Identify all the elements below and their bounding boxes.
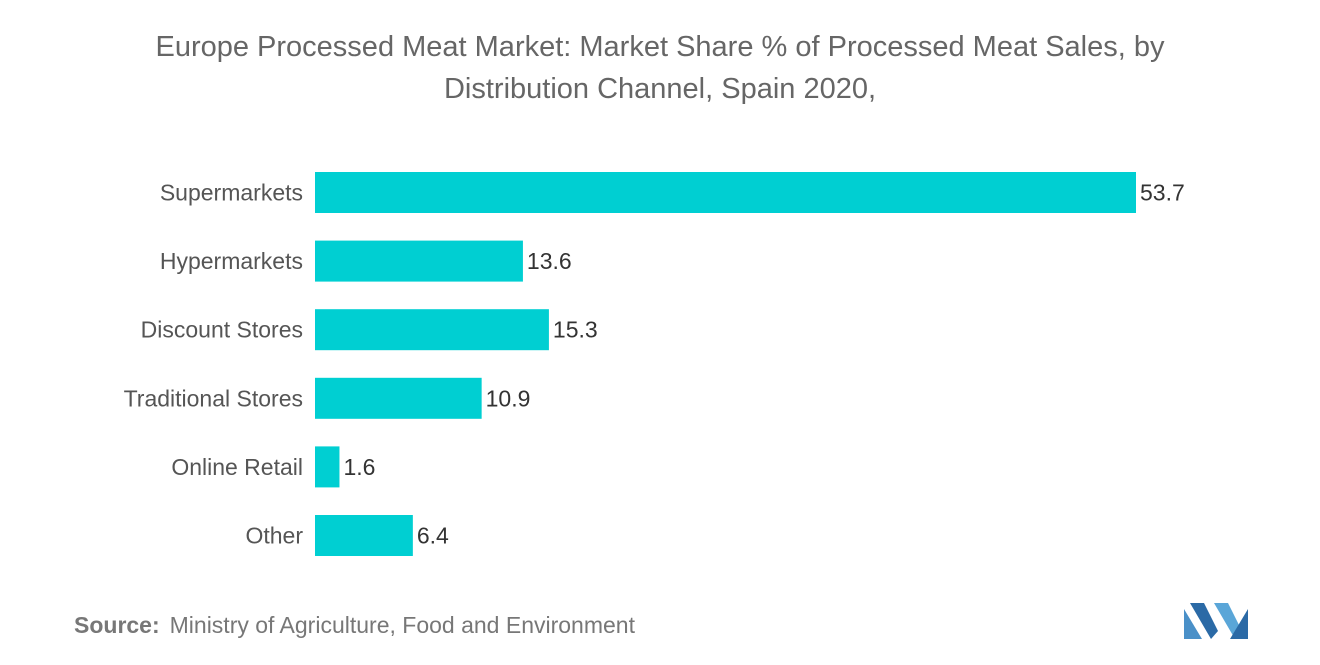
brand-logo-icon: [1184, 603, 1248, 639]
source-text: Ministry of Agriculture, Food and Enviro…: [169, 612, 635, 638]
category-label: Hypermarkets: [160, 248, 303, 274]
bar: [315, 515, 413, 556]
category-label: Other: [245, 523, 303, 549]
bar: [315, 309, 549, 351]
value-label: 15.3: [553, 317, 598, 343]
chart-title-line-2: Distribution Channel, Spain 2020,: [443, 73, 877, 105]
category-label: Supermarkets: [160, 180, 303, 206]
bar: [315, 446, 340, 488]
bar: [315, 377, 482, 419]
category-label: Online Retail: [171, 454, 303, 480]
value-label: 6.4: [417, 523, 449, 549]
value-label: 53.7: [1140, 180, 1185, 206]
bar: [315, 172, 1136, 213]
source-label: Source:: [74, 612, 160, 638]
bar-chart: Supermarkets 53.7 Hypermarkets 13.6 Discount…: [124, 172, 1185, 556]
value-label: 1.6: [343, 454, 375, 480]
bar: [315, 240, 523, 282]
source-note: Source: Ministry of Agriculture, Food and…: [74, 612, 635, 639]
value-label: 10.9: [486, 385, 531, 411]
category-label: Discount Stores: [141, 317, 303, 343]
category-label: Traditional Stores: [124, 385, 303, 411]
chart-title: Europe Processed Meat Market: Market Sha…: [0, 26, 1320, 110]
chart-title-line-1: Europe Processed Meat Market: Market Sha…: [155, 31, 1165, 63]
value-label: 13.6: [527, 248, 572, 274]
